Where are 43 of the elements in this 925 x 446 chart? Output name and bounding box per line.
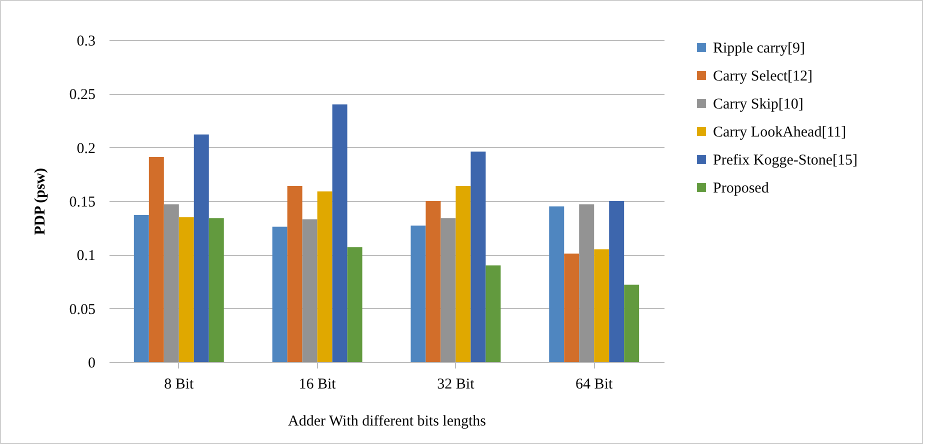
y-axis-title: PDP (psw)	[32, 168, 48, 236]
y-tick-label: 0.15	[69, 194, 96, 210]
y-tick-label: 0.1	[76, 248, 96, 264]
bar	[272, 226, 288, 362]
y-tick-label: 0.05	[69, 302, 96, 318]
bar	[440, 218, 456, 362]
x-tick-label: 64 Bit	[576, 376, 614, 392]
bar	[410, 226, 426, 362]
bar	[579, 204, 594, 362]
legend-label: Prefix Kogge-Stone[15]	[713, 152, 858, 168]
bar	[347, 247, 362, 362]
bar	[164, 204, 179, 362]
legend-label: Proposed	[713, 180, 770, 196]
bar	[148, 156, 164, 362]
bar	[486, 265, 501, 362]
bar	[470, 152, 486, 362]
legend-label: Carry Select[12]	[713, 68, 813, 84]
bar	[609, 201, 624, 362]
bar	[194, 134, 209, 362]
x-tick-label: 16 Bit	[298, 376, 337, 392]
legend-label: Carry Skip[10]	[713, 96, 804, 112]
x-tick-label: 32 Bit	[437, 376, 476, 392]
legend-label: Carry LookAhead[11]	[713, 124, 846, 140]
bar	[624, 284, 640, 362]
y-tick-label: 0.3	[76, 34, 96, 50]
bar	[426, 201, 441, 362]
y-tick-label: 0.25	[69, 87, 96, 104]
y-tick-label: 0.2	[76, 140, 96, 157]
bar	[208, 218, 224, 362]
legend-label: Ripple carry[9]	[713, 40, 806, 56]
bar	[456, 186, 471, 362]
bar	[332, 104, 348, 362]
bar	[594, 249, 610, 362]
bar	[134, 214, 149, 362]
x-axis-title: Adder With different bits lengths	[288, 414, 486, 430]
bar	[178, 217, 194, 362]
bar	[317, 191, 332, 362]
bar	[549, 206, 564, 362]
bar	[564, 254, 580, 362]
bar	[287, 186, 302, 362]
x-tick-label: 8 Bit	[164, 376, 195, 392]
y-tick-label: 0	[88, 356, 96, 372]
bar	[302, 219, 318, 362]
